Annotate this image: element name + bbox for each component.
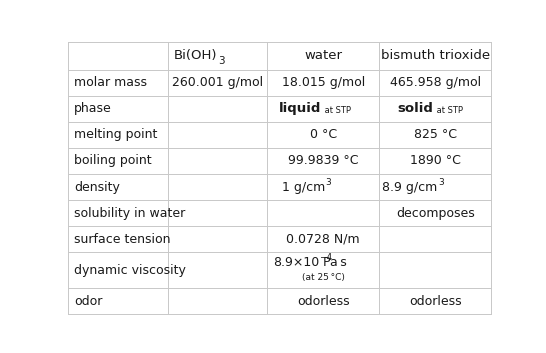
Text: 3: 3 (438, 178, 443, 187)
Text: 1890 °C: 1890 °C (410, 154, 461, 167)
Text: odorless: odorless (409, 295, 462, 307)
Text: at STP: at STP (322, 106, 351, 115)
Text: 465.958 g/mol: 465.958 g/mol (390, 76, 481, 89)
Text: 3: 3 (326, 178, 331, 187)
Text: odorless: odorless (297, 295, 349, 307)
Text: 1 g/cm: 1 g/cm (282, 180, 325, 193)
Text: 99.9839 °C: 99.9839 °C (288, 154, 358, 167)
Text: bismuth trioxide: bismuth trioxide (381, 49, 490, 62)
Text: phase: phase (74, 102, 112, 115)
Text: 8.9×10: 8.9×10 (272, 256, 319, 269)
Text: −4: −4 (319, 253, 333, 262)
Text: (at 25 °C): (at 25 °C) (302, 273, 345, 282)
Text: surface tension: surface tension (74, 233, 171, 246)
Text: molar mass: molar mass (74, 76, 147, 89)
Text: Bi(OH): Bi(OH) (174, 49, 217, 62)
Text: water: water (304, 49, 342, 62)
Text: Pa s: Pa s (319, 256, 347, 269)
Text: decomposes: decomposes (396, 207, 474, 220)
Text: solubility in water: solubility in water (74, 207, 186, 220)
Text: 8.9 g/cm: 8.9 g/cm (382, 180, 437, 193)
Text: 3: 3 (218, 56, 224, 66)
Text: 0.0728 N/m: 0.0728 N/m (287, 233, 360, 246)
Text: boiling point: boiling point (74, 154, 152, 167)
Text: at STP: at STP (434, 106, 463, 115)
Text: 18.015 g/mol: 18.015 g/mol (282, 76, 365, 89)
Text: liquid: liquid (278, 102, 321, 115)
Text: 260.001 g/mol: 260.001 g/mol (172, 76, 263, 89)
Text: solid: solid (397, 102, 433, 115)
Text: dynamic viscosity: dynamic viscosity (74, 264, 186, 277)
Text: density: density (74, 180, 120, 193)
Text: melting point: melting point (74, 128, 158, 141)
Text: 825 °C: 825 °C (414, 128, 457, 141)
Text: odor: odor (74, 295, 103, 307)
Text: 0 °C: 0 °C (310, 128, 337, 141)
